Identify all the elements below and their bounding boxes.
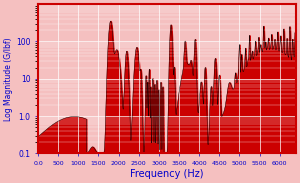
X-axis label: Frequency (Hz): Frequency (Hz) (130, 169, 204, 179)
Y-axis label: Log Magnitude (G/lbf): Log Magnitude (G/lbf) (4, 37, 13, 121)
